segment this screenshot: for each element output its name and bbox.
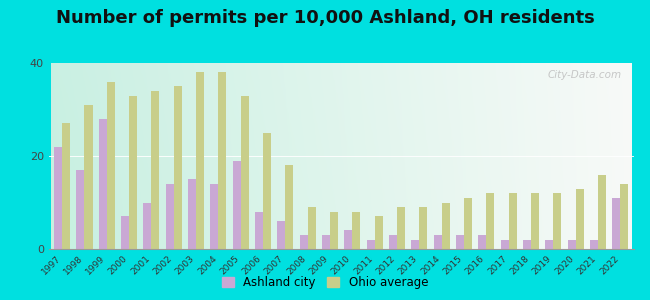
- Bar: [553, 193, 562, 249]
- Bar: [263, 133, 271, 249]
- Bar: [330, 212, 338, 249]
- Bar: [188, 179, 196, 249]
- Bar: [174, 86, 182, 249]
- Bar: [612, 198, 620, 249]
- Bar: [211, 184, 218, 249]
- Bar: [322, 235, 330, 249]
- Bar: [464, 198, 472, 249]
- Bar: [107, 82, 115, 249]
- Bar: [411, 240, 419, 249]
- Bar: [240, 95, 249, 249]
- Bar: [285, 165, 293, 249]
- Bar: [523, 240, 531, 249]
- Bar: [620, 184, 629, 249]
- Bar: [151, 91, 159, 249]
- Text: Number of permits per 10,000 Ashland, OH residents: Number of permits per 10,000 Ashland, OH…: [56, 9, 594, 27]
- Bar: [419, 207, 428, 249]
- Bar: [54, 147, 62, 249]
- Bar: [486, 193, 495, 249]
- Legend: Ashland city, Ohio average: Ashland city, Ohio average: [217, 272, 433, 294]
- Bar: [233, 160, 240, 249]
- Bar: [367, 240, 375, 249]
- Bar: [545, 240, 553, 249]
- Bar: [166, 184, 174, 249]
- Bar: [84, 105, 92, 249]
- Bar: [567, 240, 576, 249]
- Bar: [576, 188, 584, 249]
- Bar: [344, 230, 352, 249]
- Bar: [307, 207, 316, 249]
- Bar: [598, 175, 606, 249]
- Bar: [434, 235, 442, 249]
- Bar: [500, 240, 509, 249]
- Bar: [509, 193, 517, 249]
- Bar: [196, 72, 204, 249]
- Bar: [129, 95, 137, 249]
- Bar: [300, 235, 307, 249]
- Bar: [389, 235, 397, 249]
- Bar: [144, 202, 151, 249]
- Bar: [121, 216, 129, 249]
- Bar: [278, 221, 285, 249]
- Bar: [478, 235, 486, 249]
- Bar: [99, 119, 107, 249]
- Bar: [531, 193, 539, 249]
- Bar: [62, 124, 70, 249]
- Text: City-Data.com: City-Data.com: [548, 70, 622, 80]
- Bar: [456, 235, 464, 249]
- Bar: [352, 212, 361, 249]
- Bar: [590, 240, 598, 249]
- Bar: [397, 207, 405, 249]
- Bar: [255, 212, 263, 249]
- Bar: [77, 170, 85, 249]
- Bar: [442, 202, 450, 249]
- Bar: [218, 72, 226, 249]
- Bar: [375, 216, 383, 249]
